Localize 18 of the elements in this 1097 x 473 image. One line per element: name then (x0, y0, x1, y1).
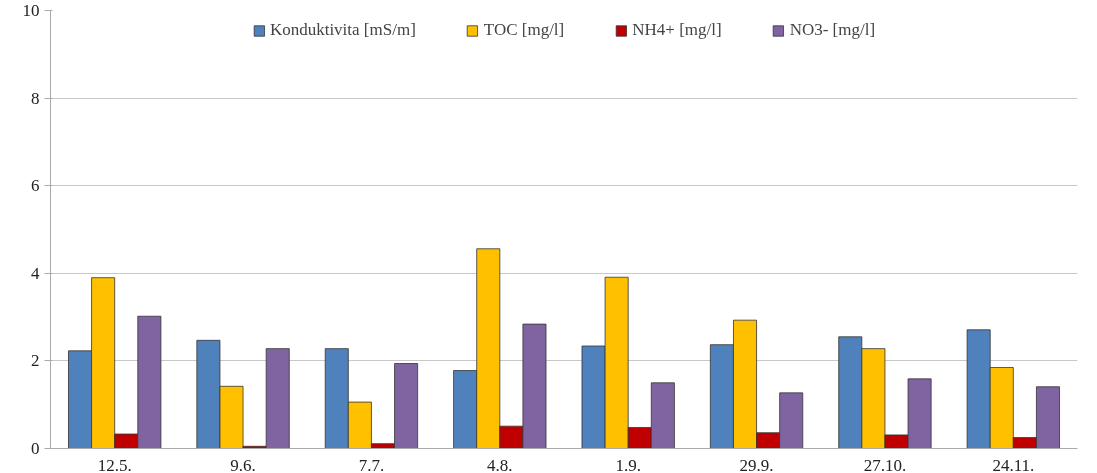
x-tick-label: 27.10. (863, 455, 907, 473)
y-tick-label: 4 (31, 263, 40, 283)
y-tick-label: 10 (22, 1, 40, 20)
legend-label: TOC [mg/l] (483, 20, 565, 40)
x-tick-label: 24.11. (992, 455, 1035, 473)
x-tick-label: 9.6. (230, 455, 256, 473)
legend-label: NH4+ [mg/l] (632, 20, 722, 40)
y-tick-label: 6 (31, 176, 40, 196)
x-tick-label: 7.7. (358, 455, 385, 473)
x-tick-label: 29.9. (739, 455, 774, 473)
y-tick-label: 0 (31, 439, 40, 458)
x-tick-label: 12.5. (97, 455, 132, 473)
legend-label: Konduktivita [mS/m] (269, 20, 416, 40)
x-tick-label: 1.9. (615, 455, 641, 473)
x-tick-label: 4.8. (487, 455, 513, 473)
y-tick-label: 2 (31, 351, 40, 371)
y-tick-label: 8 (31, 88, 40, 108)
legend-label: NO3- [mg/l] (789, 20, 876, 40)
